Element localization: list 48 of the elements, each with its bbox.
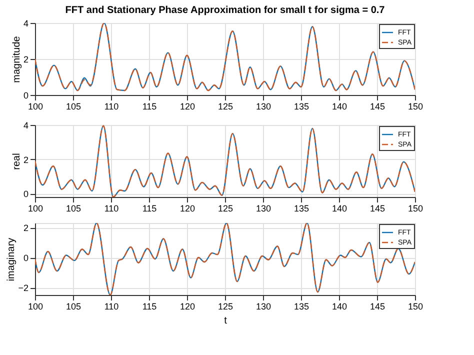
y-tick-label: 2 xyxy=(23,154,28,165)
x-tick-label: 135 xyxy=(294,102,310,112)
x-tick-label: 110 xyxy=(104,204,119,214)
y-tick-label: −2 xyxy=(18,283,28,293)
x-tick-label: 110 xyxy=(104,302,119,312)
x-tick-label: 140 xyxy=(332,102,348,112)
x-tick-label: 120 xyxy=(180,102,196,112)
x-tick-label: 140 xyxy=(332,204,348,214)
y-axis-title: imaginary xyxy=(6,238,18,282)
y-tick-label: 0 xyxy=(23,189,28,200)
x-tick-label: 130 xyxy=(256,302,272,312)
y-tick-label: 2 xyxy=(23,223,28,233)
x-tick-label: 135 xyxy=(294,204,310,214)
x-tick-label: 105 xyxy=(66,302,82,312)
x-tick-label: 120 xyxy=(180,302,196,312)
x-tick-label: 125 xyxy=(218,302,234,312)
x-tick-label: 150 xyxy=(408,302,424,312)
x-tick-label: 105 xyxy=(66,204,82,214)
y-axis-title: real xyxy=(11,153,22,170)
y-tick-label: 0 xyxy=(23,253,28,263)
x-tick-label: 115 xyxy=(142,204,157,214)
x-tick-label: 140 xyxy=(332,302,348,312)
x-tick-label: 145 xyxy=(370,102,386,112)
x-tick-label: 135 xyxy=(294,302,310,312)
x-tick-label: 110 xyxy=(104,102,119,112)
x-tick-label: 125 xyxy=(218,102,234,112)
line-series xyxy=(35,23,415,92)
x-tick-label: 145 xyxy=(370,302,386,312)
x-tick-label: 145 xyxy=(370,204,386,214)
x-tick-label: 100 xyxy=(28,302,44,312)
x-tick-label: 130 xyxy=(256,102,272,112)
y-tick-label: 0 xyxy=(23,90,28,100)
y-tick-label: 2 xyxy=(23,54,28,64)
x-tick-label: 120 xyxy=(180,204,196,214)
x-tick-label: 130 xyxy=(256,204,272,214)
x-tick-label: 115 xyxy=(142,102,157,112)
x-tick-label: 100 xyxy=(28,102,44,112)
x-axis-title: t xyxy=(224,316,228,326)
y-tick-label: 4 xyxy=(23,120,28,130)
x-tick-label: 105 xyxy=(66,102,82,112)
x-tick-label: 150 xyxy=(408,102,424,112)
y-tick-label: 4 xyxy=(23,18,28,28)
x-tick-label: 125 xyxy=(218,204,234,214)
chart-title: FFT and Stationary Phase Approximation for small t for sigma = 0.7 xyxy=(65,5,386,16)
x-tick-label: 115 xyxy=(142,302,157,312)
x-tick-label: 100 xyxy=(28,204,44,214)
x-tick-label: 150 xyxy=(408,204,424,214)
y-axis-title: magnitude xyxy=(11,36,22,83)
